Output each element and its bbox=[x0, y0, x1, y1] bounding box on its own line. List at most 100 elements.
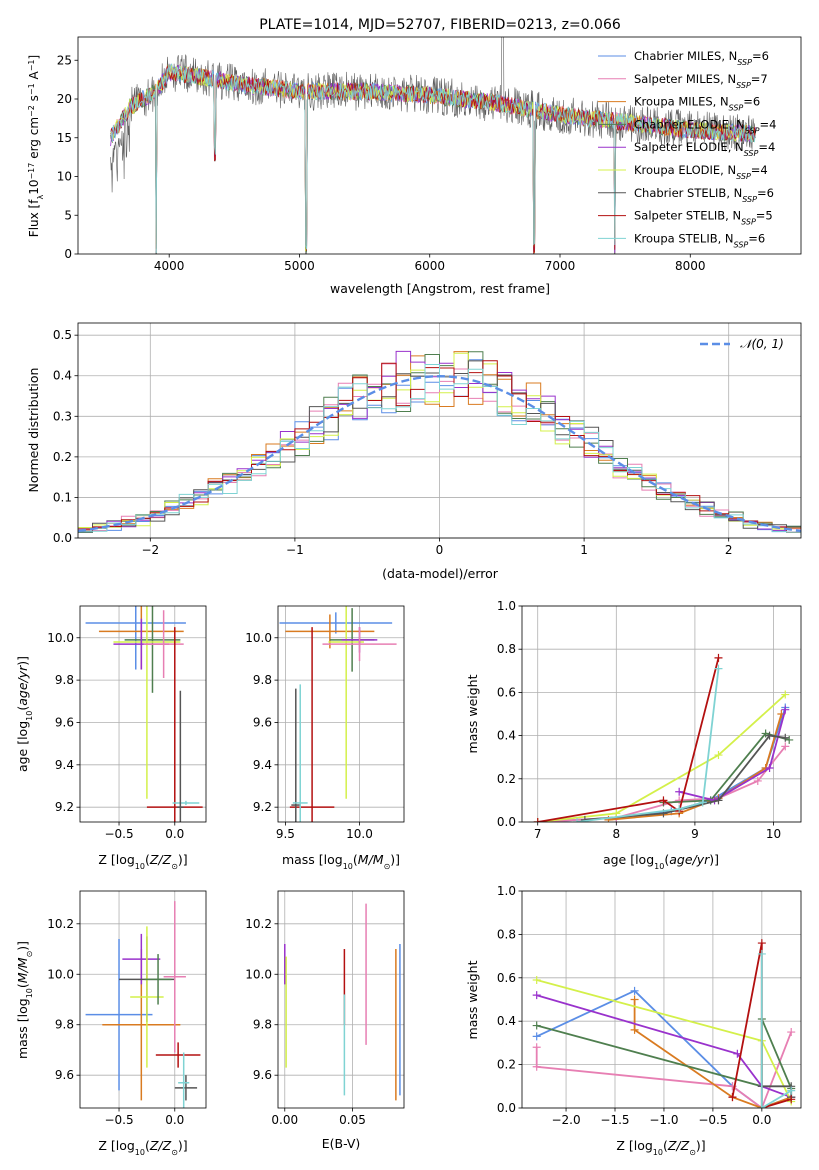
weight-marker bbox=[781, 705, 790, 714]
x-tick-label: 0.0 bbox=[165, 1113, 184, 1127]
weight-marker bbox=[765, 764, 774, 772]
y-tick-label: 9.2 bbox=[253, 800, 272, 814]
weight-line bbox=[537, 693, 786, 822]
axes-frame bbox=[79, 605, 207, 823]
axes-spectrum: 4000 5000 6000 7000 8000 0 5 10 15 20 25 PLATE=1014… bbox=[27, 17, 802, 296]
weight-marker bbox=[781, 742, 790, 751]
axes-frame bbox=[277, 890, 405, 1109]
x-tick-label: 0 bbox=[436, 543, 444, 557]
weight-marker bbox=[787, 1095, 796, 1104]
y-tick-label: 0.6 bbox=[497, 685, 516, 699]
y-tick-label: 9.8 bbox=[55, 1018, 74, 1032]
spectrum-line bbox=[110, 63, 756, 253]
axes-weight_vs_Z: −2.0 −1.5 −1.0 −0.5 0.0 0.0 0.2 0.4 0.6 0.8 1.0 Z [… bbox=[465, 884, 802, 1157]
y-tick-label: 0 bbox=[64, 247, 72, 261]
weight-marker bbox=[757, 949, 766, 958]
legend-label: Salpeter MILES, NSSP=7 bbox=[634, 72, 768, 90]
x-axis-label: Z [log10(Z/Z⊙)] bbox=[616, 1138, 705, 1157]
y-tick-label: 0.2 bbox=[53, 450, 72, 464]
weight-marker bbox=[532, 1032, 541, 1041]
y-tick-label: 10.0 bbox=[47, 967, 74, 981]
y-tick-label: 0.6 bbox=[497, 971, 516, 985]
weight-marker bbox=[787, 1086, 796, 1095]
axes-weight_vs_age: 7 8 9 10 0.0 0.2 0.4 0.6 0.8 1.0 age [log10(age/yr… bbox=[465, 599, 802, 871]
axes-frame bbox=[79, 890, 207, 1109]
weight-marker bbox=[714, 653, 723, 662]
y-axis-label: mass weight bbox=[465, 674, 480, 753]
weight-marker bbox=[533, 818, 542, 822]
legend-label: Chabrier MILES, NSSP=6 bbox=[634, 49, 769, 67]
weight-marker bbox=[532, 991, 541, 1000]
weight-marker bbox=[714, 751, 723, 760]
y-tick-label: 9.2 bbox=[55, 800, 74, 814]
y-tick-label: 0.4 bbox=[53, 369, 72, 383]
axes-mass_vs_Z: −0.5 0.0 9.6 9.8 10.0 10.2 Z [log10(Z/Z⊙)] mass… bbox=[15, 890, 207, 1157]
weight-marker bbox=[781, 733, 790, 742]
y-tick-label: 10.2 bbox=[47, 917, 74, 931]
axes-age_vs_mass: 9.5 10.0 9.2 9.4 9.6 9.8 10.0 mass [log10(M/M⊙)… bbox=[245, 605, 405, 871]
axes-frame bbox=[277, 605, 405, 823]
plot-area bbox=[78, 350, 801, 536]
plot-area bbox=[532, 939, 796, 1108]
y-tick-label: 9.8 bbox=[55, 673, 74, 687]
x-tick-label: −2.0 bbox=[551, 1113, 580, 1127]
weight-marker bbox=[532, 975, 541, 984]
axes-frame bbox=[77, 322, 802, 539]
grid bbox=[278, 606, 404, 822]
grid bbox=[80, 606, 206, 822]
legend-label: Chabrier STELIB, NSSP=6 bbox=[634, 186, 774, 204]
y-tick-label: 10.2 bbox=[245, 917, 272, 931]
weight-marker bbox=[630, 1025, 639, 1034]
x-axis-label: wavelength [Angstrom, rest frame] bbox=[330, 281, 550, 296]
y-tick-label: 0.4 bbox=[497, 729, 516, 743]
x-tick-label: 1 bbox=[580, 543, 588, 557]
axes-residual: −2 −1 0 1 2 0.0 0.1 0.2 0.3 0.4 0.5 (data-model)/er… bbox=[26, 322, 802, 581]
weight-line bbox=[760, 953, 792, 1108]
y-tick-label: 9.8 bbox=[253, 1018, 272, 1032]
weight-marker bbox=[728, 1093, 737, 1102]
weight-marker bbox=[532, 1021, 541, 1030]
legend-label: Salpeter STELIB, NSSP=5 bbox=[634, 209, 773, 227]
plot-area bbox=[85, 606, 203, 822]
y-axis-label: age [log10(age/yr)] bbox=[15, 656, 34, 772]
y-tick-label: 10.0 bbox=[245, 631, 272, 645]
axes-frame bbox=[521, 605, 802, 823]
weight-marker bbox=[630, 986, 639, 995]
y-tick-label: 9.6 bbox=[55, 715, 74, 729]
weight-marker bbox=[757, 939, 766, 948]
weight-marker bbox=[532, 1043, 541, 1052]
x-axis-label: Z [log10(Z/Z⊙)] bbox=[98, 852, 187, 871]
weight-marker bbox=[532, 1062, 541, 1071]
grid bbox=[278, 891, 404, 1108]
y-tick-label: 0.4 bbox=[497, 1014, 516, 1028]
weight-line bbox=[536, 994, 792, 1099]
y-tick-label: 9.6 bbox=[253, 715, 272, 729]
y-tick-label: 9.8 bbox=[253, 673, 272, 687]
y-axis-label: mass [log10(M/M⊙)] bbox=[15, 941, 34, 1059]
weight-line bbox=[678, 709, 787, 802]
legend-label: Salpeter ELODIE, NSSP=4 bbox=[634, 140, 775, 158]
x-tick-label: 9.5 bbox=[276, 827, 295, 841]
x-tick-label: 2 bbox=[725, 543, 733, 557]
y-tick-label: 0.2 bbox=[497, 1058, 516, 1072]
x-tick-label: 8000 bbox=[675, 259, 706, 273]
y-tick-label: 5 bbox=[64, 208, 72, 222]
x-tick-label: 7 bbox=[534, 827, 542, 841]
y-tick-label: 10.0 bbox=[245, 967, 272, 981]
legend-label: Kroupa ELODIE, NSSP=4 bbox=[634, 163, 768, 181]
x-tick-label: −1.5 bbox=[600, 1113, 629, 1127]
plot-area bbox=[110, 37, 756, 254]
x-tick-label: 10.0 bbox=[346, 827, 373, 841]
weight-marker bbox=[757, 1104, 766, 1108]
x-tick-label: 10 bbox=[766, 827, 781, 841]
y-tick-label: 0.1 bbox=[53, 490, 72, 504]
y-tick-label: 10 bbox=[57, 170, 72, 184]
weight-marker bbox=[781, 690, 790, 699]
y-tick-label: 9.6 bbox=[253, 1068, 272, 1082]
y-tick-label: 0.2 bbox=[497, 772, 516, 786]
x-tick-label: 7000 bbox=[545, 259, 576, 273]
x-tick-label: 0.05 bbox=[339, 1113, 366, 1127]
legend-label: Chabrier ELODIE, NSSP=4 bbox=[634, 117, 776, 135]
y-tick-label: 1.0 bbox=[497, 884, 516, 898]
x-axis-label: Z [log10(Z/Z⊙)] bbox=[98, 1138, 187, 1157]
